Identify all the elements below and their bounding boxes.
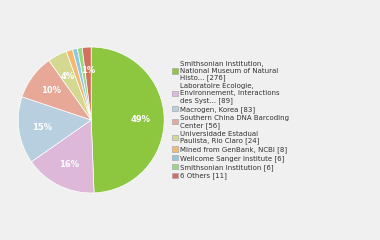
- Wedge shape: [32, 120, 94, 193]
- Wedge shape: [18, 97, 91, 162]
- Wedge shape: [49, 51, 91, 120]
- Text: 49%: 49%: [131, 114, 151, 124]
- Text: 16%: 16%: [59, 160, 79, 169]
- Legend: Smithsonian Institution,
National Museum of Natural
Histo... [276], Laboratoire : Smithsonian Institution, National Museum…: [172, 61, 289, 179]
- Wedge shape: [66, 49, 91, 120]
- Wedge shape: [78, 48, 91, 120]
- Text: 4%: 4%: [61, 72, 75, 81]
- Text: 10%: 10%: [41, 86, 61, 95]
- Text: 15%: 15%: [32, 123, 52, 132]
- Wedge shape: [22, 60, 91, 120]
- Wedge shape: [82, 47, 91, 120]
- Wedge shape: [73, 48, 91, 120]
- Wedge shape: [91, 47, 164, 193]
- Text: 1%: 1%: [81, 66, 95, 75]
